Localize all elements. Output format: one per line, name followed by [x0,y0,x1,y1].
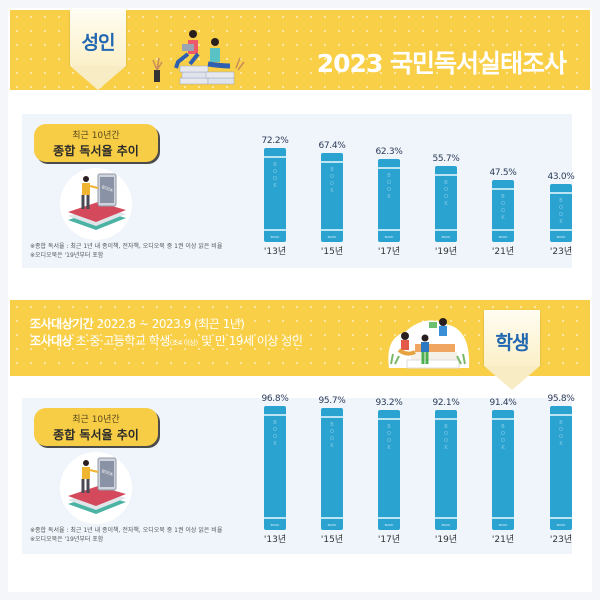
chart-title: 종합 독서율 추이 [53,144,139,158]
chart-subtitle: 최근 10년간 [72,415,120,425]
bar-column-2015: 67.4% B O O K BOOK '15년 [312,141,352,257]
year-label: '21년 [491,247,515,257]
survey-target-label: 조사대상 [30,334,73,348]
book-label: BOOK [101,184,114,193]
bar: B O O K BOOK [321,153,343,242]
student-reading-rate-panel: 최근 10년간 종합 독서율 추이 BOOK ※종합 독서율 : 최근 1년 내… [22,394,575,554]
bar-column-2021: 91.4% B O O K BOOK '21년 [483,398,523,545]
year-label: '19년 [434,247,458,257]
chart-title-pill: 최근 10년간 종합 독서율 추이 [34,408,158,446]
bar-value-label: 91.4% [489,398,517,408]
survey-target-value-a: 초·중·고등학교 학생 [75,334,171,348]
person-reading-tablet-icon: BOOK [60,168,132,240]
year-label: '13년 [263,247,287,257]
bar-value-label: 95.8% [547,394,575,404]
year-label: '17년 [377,247,401,257]
bar-value-label: 62.3% [375,147,403,157]
year-label: '23년 [549,247,573,257]
adult-reading-rate-panel: 최근 10년간 종합 독서율 추이 BOOK ※종합 독서율 : 최근 1년 내… [22,114,575,268]
person-reading-tablet-icon: BOOK [60,452,132,524]
chart-title: 종합 독서율 추이 [53,428,139,442]
year-label: '13년 [263,535,287,545]
survey-period-label: 조사대상기간 [30,317,94,331]
survey-target-value-small: (초4 이상) [169,339,198,347]
footnote-audiobook: ※오디오북은 '19년부터 포함 [30,536,104,543]
page-title: 2023 국민독서실태조사 [316,49,567,78]
bar: B O O K BOOK [492,410,514,530]
adult-badge: 성인 [70,10,126,92]
title-banner: 성인 2023 국민독서실태조사 [10,10,590,90]
footnotes: ※종합 독서율 : 최근 1년 내 종이책, 전자책, 오디오북 중 1권 이상… [30,526,222,544]
bar: B O O K BOOK [435,166,457,242]
footnotes: ※종합 독서율 : 최근 1년 내 종이책, 전자책, 오디오북 중 1권 이상… [30,242,222,260]
bar: B O O K BOOK [264,406,286,530]
bar: B O O K BOOK [492,180,514,242]
footnote-definition: ※종합 독서율 : 최근 1년 내 종이책, 전자책, 오디오북 중 1권 이상… [30,527,223,534]
adult-bar-chart: 72.2% B O O K BOOK '13년 67.4% B O O K BOOK '15년 … [232,114,574,268]
adult-badge-label: 성인 [81,32,116,54]
bar-value-label: 67.4% [318,141,346,151]
bar-value-label: 72.2% [261,136,289,146]
survey-target-row: 조사대상 초·중·고등학교 학생(초4 이상) 및 만 19세 이상 성인 [30,333,303,352]
year-label: '19년 [434,535,458,545]
bar-column-2017: 62.3% B O O K BOOK '17년 [369,147,409,257]
bar-value-label: 55.7% [432,154,460,164]
bar-value-label: 95.7% [318,396,346,406]
bar: B O O K BOOK [550,184,572,242]
bar: B O O K BOOK [550,406,572,530]
year-label: '17년 [377,535,401,545]
year-label: '23년 [549,535,573,545]
book-label: BOOK [101,468,114,477]
bar-value-label: 47.5% [489,168,517,178]
bar-column-2015: 95.7% B O O K BOOK '15년 [312,396,352,545]
footnote-definition: ※종합 독서율 : 최근 1년 내 종이책, 전자책, 오디오북 중 1권 이상… [30,243,223,250]
survey-period-value: 2022.8 ~ 2023.9 (최근 1년) [96,317,245,331]
footnote-audiobook: ※오디오북은 '19년부터 포함 [30,252,104,259]
bar-column-2013: 72.2% B O O K BOOK '13년 [255,136,295,257]
chart-subtitle: 최근 10년간 [72,131,120,141]
bar: B O O K BOOK [378,159,400,242]
bar-column-2013: 96.8% B O O K BOOK '13년 [255,394,295,545]
bar: B O O K BOOK [378,410,400,530]
bar-column-2019: 55.7% B O O K BOOK '19년 [426,154,466,257]
student-badge: 학생 [484,310,540,392]
survey-info: 조사대상기간 2022.8 ~ 2023.9 (최근 1년) 조사대상 초·중·… [30,316,303,352]
chart-title-pill: 최근 10년간 종합 독서율 추이 [34,124,158,162]
bar-column-2019: 92.1% B O O K BOOK '19년 [426,398,466,545]
bar-value-label: 43.0% [547,172,575,182]
bar: B O O K BOOK [264,148,286,242]
bar-value-label: 96.8% [261,394,289,404]
year-label: '21년 [491,535,515,545]
bar-column-2021: 47.5% B O O K BOOK '21년 [483,168,523,257]
bar-column-2023: 43.0% B O O K BOOK '23년 [541,172,581,257]
survey-target-value-b: 및 만 19세 이상 성인 [201,334,303,348]
bar: B O O K BOOK [435,410,457,530]
bar-value-label: 93.2% [375,398,403,408]
year-label: '15년 [320,247,344,257]
student-badge-label: 학생 [495,332,530,354]
student-bar-chart: 96.8% B O O K BOOK '13년 95.7% B O O K BOOK '15년 … [232,394,574,554]
survey-period-row: 조사대상기간 2022.8 ~ 2023.9 (최근 1년) [30,316,302,333]
bar-column-2023: 95.8% B O O K BOOK '23년 [541,394,581,545]
year-label: '15년 [320,535,344,545]
survey-info-banner: 학생 [10,300,590,390]
bar-value-label: 92.1% [432,398,460,408]
bar-column-2017: 93.2% B O O K BOOK '17년 [369,398,409,545]
reading-couple-illustration-icon [152,30,245,85]
children-reading-illustration-icon [388,318,470,369]
bar: B O O K BOOK [321,408,343,530]
